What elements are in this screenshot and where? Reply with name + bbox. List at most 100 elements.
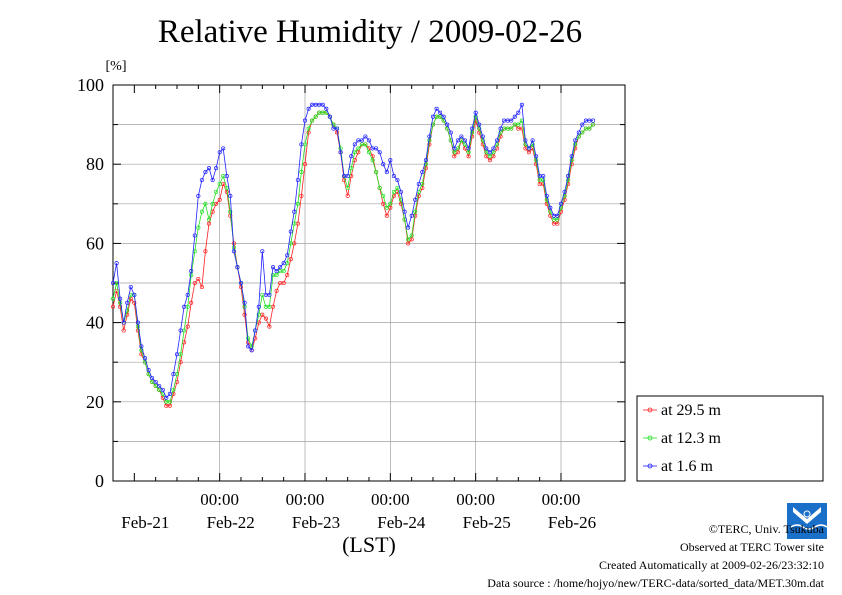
data-point xyxy=(462,138,468,143)
data-point xyxy=(498,126,503,131)
data-point xyxy=(203,170,208,175)
data-point xyxy=(573,142,578,147)
data-point xyxy=(189,300,194,305)
data-point xyxy=(416,181,421,187)
data-point xyxy=(494,138,500,143)
data-point xyxy=(327,114,332,119)
data-point xyxy=(203,201,208,206)
data-point xyxy=(487,158,492,163)
series-2 xyxy=(110,110,596,404)
data-point xyxy=(519,126,524,131)
data-point xyxy=(374,146,379,151)
data-point xyxy=(167,403,172,408)
data-point xyxy=(217,150,222,155)
data-point xyxy=(384,205,389,210)
legend-marker xyxy=(647,435,653,441)
data-point xyxy=(459,134,464,139)
data-point xyxy=(299,142,304,147)
data-point xyxy=(466,154,471,159)
data-point xyxy=(171,387,176,392)
observed-text: Observed at TERC Tower site xyxy=(679,540,824,554)
data-point xyxy=(320,102,325,107)
data-point xyxy=(352,142,357,147)
data-point xyxy=(299,193,304,198)
data-point xyxy=(558,209,564,214)
data-point xyxy=(526,150,532,155)
data-point xyxy=(366,150,372,155)
data-point xyxy=(199,177,204,183)
data-point xyxy=(153,379,158,385)
data-point xyxy=(295,177,300,183)
data-point xyxy=(580,122,585,127)
data-point xyxy=(377,185,382,191)
data-point xyxy=(142,356,148,361)
legend-marker xyxy=(647,407,653,413)
created-text: Created Automatically at 2009-02-26/23:3… xyxy=(599,558,824,572)
legend-label: at 1.6 m xyxy=(661,458,714,475)
data-point xyxy=(167,399,172,404)
data-point xyxy=(189,269,194,274)
data-point xyxy=(452,146,457,151)
data-point xyxy=(423,166,428,171)
data-point xyxy=(288,229,293,234)
axes: 0 20 40 60 80 100[%] 00:00 00:00 00:00 00:00 00:00… xyxy=(77,59,625,557)
x-day-label: Feb-25 xyxy=(463,513,511,532)
data-point xyxy=(516,122,521,127)
data-point xyxy=(548,205,553,210)
data-point xyxy=(487,154,492,159)
data-point xyxy=(377,150,382,155)
data-point xyxy=(566,177,571,183)
data-point xyxy=(398,201,404,206)
data-point xyxy=(206,217,212,222)
data-point xyxy=(242,312,247,317)
data-point xyxy=(430,114,436,119)
data-point xyxy=(121,328,126,333)
data-point xyxy=(128,296,133,301)
source-text: Data source : /home/hojyo/new/TERC-data/… xyxy=(487,576,824,590)
data-point xyxy=(409,213,414,218)
data-point xyxy=(278,265,283,270)
data-point xyxy=(427,134,432,139)
data-point xyxy=(331,122,336,127)
chart-title: Relative Humidity / 2009-02-26 xyxy=(157,14,583,50)
data-point xyxy=(164,395,169,400)
data-point xyxy=(192,280,197,286)
data-point xyxy=(526,146,532,151)
data-point xyxy=(334,126,340,131)
data-point xyxy=(217,181,222,187)
data-point xyxy=(217,197,222,202)
data-point xyxy=(441,114,446,119)
x-day-label: Feb-21 xyxy=(121,513,169,532)
data-point xyxy=(423,162,428,167)
data-point xyxy=(160,387,165,392)
data-point xyxy=(420,170,425,175)
data-point xyxy=(345,185,350,191)
data-point xyxy=(157,383,162,389)
copyright-text: ©TERC, Univ. Tsukuba xyxy=(708,522,824,536)
data-point xyxy=(256,304,261,309)
data-point xyxy=(313,114,318,119)
data-point xyxy=(249,348,254,353)
data-point xyxy=(270,265,276,270)
data-point xyxy=(466,146,471,151)
data-point xyxy=(519,102,524,107)
data-point xyxy=(114,261,119,266)
series-3 xyxy=(110,102,596,400)
data-point xyxy=(345,174,350,179)
data-point xyxy=(590,118,596,123)
data-point xyxy=(221,146,226,151)
data-point xyxy=(388,201,393,206)
data-point xyxy=(110,280,116,286)
y-tick-label: 40 xyxy=(86,313,104,333)
data-point xyxy=(274,273,279,278)
data-point xyxy=(196,193,201,198)
data-point xyxy=(406,237,411,242)
data-point xyxy=(477,130,482,135)
data-point xyxy=(413,209,418,214)
data-point xyxy=(306,126,311,131)
data-point xyxy=(480,134,485,139)
data-point xyxy=(384,213,389,218)
y-tick-label: 60 xyxy=(86,233,104,253)
data-point xyxy=(477,126,482,131)
data-point xyxy=(310,118,315,123)
